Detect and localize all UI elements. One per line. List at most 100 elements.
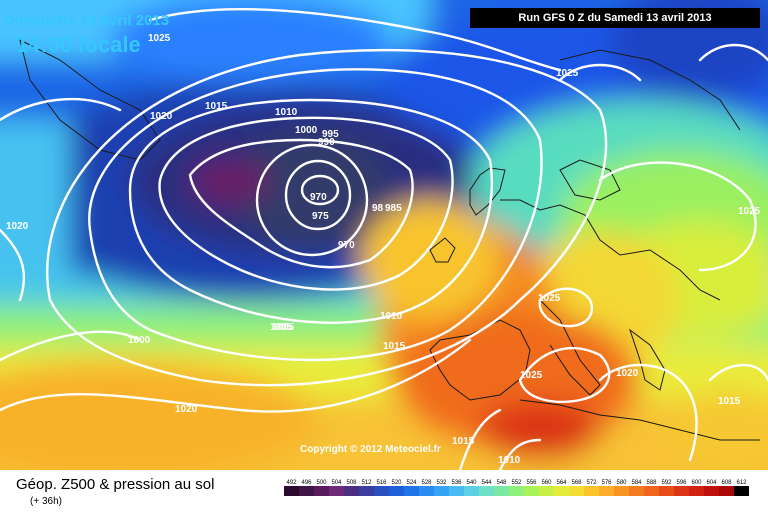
forecast-time: 14:00 locale (16, 32, 141, 57)
isobar-label: 1025 (148, 33, 171, 44)
legend-swatch (419, 486, 434, 496)
legend-swatch (314, 486, 329, 496)
legend-swatch (734, 486, 749, 496)
legend-tick-label: 580 (616, 480, 627, 486)
isobar-label: 1010 (275, 107, 298, 118)
isobar-lines (0, 7, 768, 470)
legend-swatch (434, 486, 449, 496)
isobar-label: 1015 (718, 396, 741, 407)
legend-tick-label: 560 (541, 480, 552, 486)
isobar-label: 1005 (272, 322, 295, 333)
legend-tick-label: 548 (496, 480, 507, 486)
isobar-label: 970 (338, 240, 355, 251)
legend-tick-label: 492 (286, 480, 297, 486)
isobar-label: 1015 (383, 341, 406, 352)
legend-swatch (689, 486, 704, 496)
legend-swatch (464, 486, 479, 496)
color-legend: 492 496 500 504 508 512 516 520 524 528 532 536 540 5… (284, 480, 749, 496)
legend-tick-label: 540 (466, 480, 477, 486)
legend-tick-label: 496 (301, 480, 312, 486)
legend-tick-label: 520 (391, 480, 402, 486)
legend-tick-label: 532 (436, 480, 447, 486)
isobar-label: 1020 (6, 221, 29, 232)
legend-swatch (299, 486, 314, 496)
legend-tick-label: 552 (511, 480, 522, 486)
isobar-labels: 1025 1005 1015 1020 1010 1000 995 990 97… (6, 33, 761, 466)
legend-tick-label: 576 (601, 480, 612, 486)
legend-swatch (329, 486, 344, 496)
isobar-label: 1010 (380, 311, 403, 322)
legend-swatch (569, 486, 584, 496)
isobar-label: 1020 (150, 111, 173, 122)
legend-tick-label: 564 (556, 480, 567, 486)
isobar-label: 975 (312, 211, 329, 222)
legend-tick-label: 556 (526, 480, 537, 486)
legend-swatch (524, 486, 539, 496)
isobar-label: 1025 (538, 293, 561, 304)
legend-swatch (584, 486, 599, 496)
legend-tick-label: 504 (331, 480, 342, 486)
legend-tick-label: 596 (676, 480, 687, 486)
isobar-label: 1010 (498, 455, 521, 466)
legend-swatch (509, 486, 524, 496)
isobar-label: 995 (322, 129, 339, 140)
map-title: Géop. Z500 & pression au sol (16, 476, 215, 493)
legend-tick-label: 612 (736, 480, 747, 486)
legend-tick-label: 604 (706, 480, 717, 486)
legend-swatch (344, 486, 359, 496)
weather-map: 1025 1005 1015 1020 1010 1000 995 990 97… (0, 0, 768, 470)
isobar-label: 1005 (270, 322, 293, 333)
coastlines (19, 39, 760, 441)
isobar-label: 1020 (175, 404, 198, 415)
legend-swatch (539, 486, 554, 496)
legend-swatch (389, 486, 404, 496)
isobar-label: 990 (318, 137, 335, 148)
isobar-label: 1000 (295, 125, 318, 136)
legend-tick-label: 512 (361, 480, 372, 486)
copyright-text: Copyright © 2012 Meteociel.fr (300, 444, 441, 455)
legend-swatch (599, 486, 614, 496)
isobar-label: 1020 (616, 368, 639, 379)
legend-tick-label: 592 (661, 480, 672, 486)
legend-swatch (449, 486, 464, 496)
isobar-label: 1015 (205, 101, 228, 112)
model-run-label: Run GFS 0 Z du Samedi 13 avril 2013 (470, 8, 760, 28)
legend-swatch (719, 486, 734, 496)
legend-tick-label: 536 (451, 480, 462, 486)
legend-tick-label: 600 (691, 480, 702, 486)
legend-swatch (704, 486, 719, 496)
legend-swatch (554, 486, 569, 496)
legend-swatch (359, 486, 374, 496)
isobar-label: 1025 (738, 206, 761, 217)
legend-swatch (374, 486, 389, 496)
legend-swatch (404, 486, 419, 496)
isobar-label: 970 (310, 192, 327, 203)
legend-swatch (644, 486, 659, 496)
isobar-label: 1015 (452, 436, 475, 447)
legend-swatch (479, 486, 494, 496)
isobar-label: 1025 (520, 370, 543, 381)
legend-tick-label: 524 (406, 480, 417, 486)
isobar-label: 1025 (556, 68, 579, 79)
legend-tick-label: 544 (481, 480, 492, 486)
legend-tick-label: 500 (316, 480, 327, 486)
legend-tick-label: 572 (586, 480, 597, 486)
isobar-label: 98 (372, 203, 384, 214)
forecast-date: Dimanche 14 avril 2013 (4, 12, 170, 29)
legend-swatch (674, 486, 689, 496)
isobar-label: 1000 (128, 335, 151, 346)
legend-tick-label: 508 (346, 480, 357, 486)
legend-swatch (614, 486, 629, 496)
legend-tick-label: 568 (571, 480, 582, 486)
legend-swatch (284, 486, 299, 496)
isobar-label: 985 (385, 203, 402, 214)
map-subtitle: (+ 36h) (30, 496, 62, 507)
legend-tick-label: 528 (421, 480, 432, 486)
legend-tick-label: 584 (631, 480, 642, 486)
legend-tick-label: 608 (721, 480, 732, 486)
legend-tick-label: 516 (376, 480, 387, 486)
legend-swatch (629, 486, 644, 496)
legend-tick-label: 588 (646, 480, 657, 486)
legend-swatch (494, 486, 509, 496)
legend-swatch (659, 486, 674, 496)
